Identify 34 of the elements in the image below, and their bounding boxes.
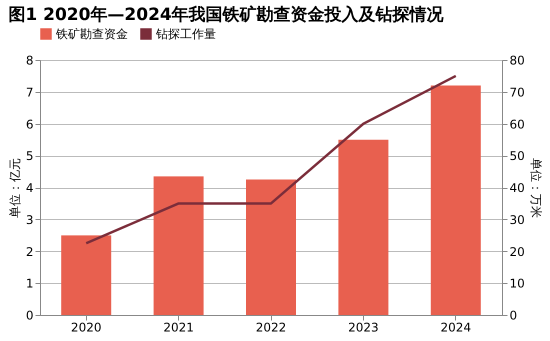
y2-axis-title: 单位：万米 bbox=[528, 158, 543, 218]
y-tick-label: 4 bbox=[26, 181, 34, 195]
bar bbox=[430, 86, 481, 315]
bar bbox=[154, 176, 204, 315]
y2-tick-label: 20 bbox=[510, 244, 525, 259]
y-tick-label: 3 bbox=[26, 212, 34, 227]
y2-tick-label: 0 bbox=[510, 308, 518, 322]
x-tick-label: 2021 bbox=[163, 320, 194, 334]
bar bbox=[61, 235, 112, 315]
y2-tick-label: 40 bbox=[510, 181, 525, 195]
y-tick-label: 8 bbox=[26, 54, 34, 68]
y-tick-label: 1 bbox=[26, 276, 34, 291]
y-tick-label: 7 bbox=[26, 85, 34, 100]
y-tick-label: 6 bbox=[26, 117, 34, 132]
y2-tick-label: 60 bbox=[510, 117, 525, 132]
bar bbox=[338, 140, 388, 315]
y2-tick-label: 70 bbox=[510, 85, 525, 100]
x-tick-label: 2020 bbox=[70, 320, 102, 334]
x-tick-label: 2023 bbox=[348, 320, 379, 334]
y2-tick-label: 80 bbox=[510, 54, 525, 68]
y-tick-label: 0 bbox=[26, 308, 34, 322]
bar bbox=[246, 180, 296, 315]
y2-tick-label: 30 bbox=[510, 212, 525, 227]
legend-label: 钻探工作量 bbox=[155, 27, 216, 41]
y-tick-label: 2 bbox=[26, 244, 34, 259]
y-axis-title: 单位：亿元 bbox=[8, 158, 22, 218]
chart-title: 图1 2020年—2024年我国铁矿勘查资金投入及钻探情况 bbox=[8, 5, 445, 25]
line-series bbox=[84, 74, 458, 245]
x-tick-label: 2022 bbox=[256, 320, 286, 334]
y2-tick-label: 50 bbox=[510, 149, 525, 164]
legend-label: 铁矿勘查资金 bbox=[55, 27, 128, 41]
y2-tick-label: 10 bbox=[510, 276, 525, 291]
y-tick-label: 5 bbox=[26, 149, 34, 164]
x-tick-label: 2024 bbox=[440, 320, 472, 334]
